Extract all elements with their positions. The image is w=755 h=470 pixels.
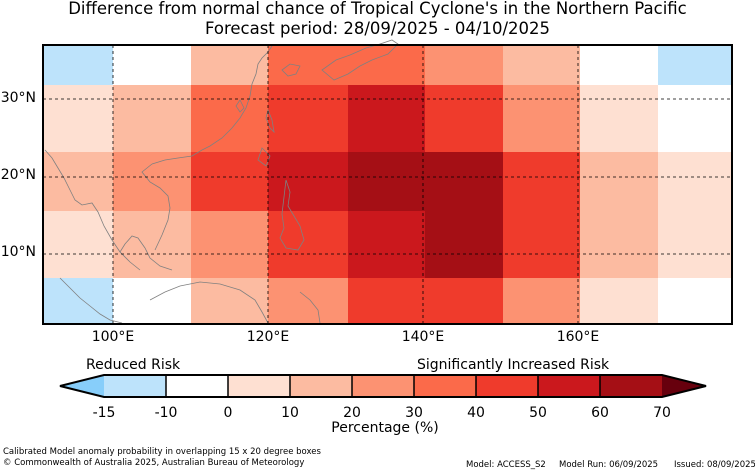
colorbar-outline [59,374,707,398]
map-cell [658,278,732,324]
lon-label-100e: 100°E [91,329,135,345]
colorbar-tick-label: 60 [591,405,609,421]
lon-label-120e: 120°E [246,329,290,345]
colorbar-tick-label: 70 [653,405,671,421]
lon-label-160e: 160°E [556,329,600,345]
coastline-borneo [149,281,269,324]
map-cell [580,45,658,85]
map-cell [503,211,580,278]
lat-label-10n: 10°N [0,244,36,260]
map-cell [503,45,580,85]
map-cell [503,152,580,211]
map-cell [658,85,732,152]
colorbar-tick-label: -15 [92,405,116,421]
colorbar-bin [104,375,166,397]
colorbar-tick-label: 30 [405,405,423,421]
map-cell [658,45,732,85]
map-cell [425,45,503,85]
lon-label-140e: 140°E [401,329,445,345]
map-cell [113,85,191,152]
coastline-island-a [235,99,245,113]
map-cell [43,85,113,152]
coastline [44,39,399,324]
reduced-risk-label: Reduced Risk [86,357,181,373]
lat-label-20n: 20°N [0,167,36,183]
map-cell [268,85,348,152]
colorbar-tick-label: 10 [281,405,299,421]
footer-copyright: © Commonwealth of Australia 2025, Austra… [3,458,305,468]
colorbar-tick-label: 20 [343,405,361,421]
map-cell [191,278,268,324]
footer-issued: Issued: 08/09/2025 [674,460,755,470]
map-cell [43,45,113,85]
map-cell [191,152,268,211]
coastline-philippines [279,179,305,251]
colorbar-tick-label: 0 [223,405,233,421]
footer-caption: Calibrated Model anomaly probability in … [3,447,321,457]
map-cell [580,211,658,278]
footer-model-run: Model Run: 06/09/2025 [559,460,659,470]
colorbar-bin [352,375,414,397]
colorbar-bin [290,375,352,397]
coastline-korea [281,63,301,77]
map-cell [268,278,348,324]
map-cell [268,211,348,278]
colorbar-tick-label: 40 [467,405,485,421]
colorbar-tick-label: 50 [529,405,547,421]
increased-risk-label: Significantly Increased Risk [417,357,610,373]
coastline-gulf-of-thailand [119,235,173,271]
map-cell [348,85,425,152]
coastline-indochina [44,149,141,271]
map-cell [113,211,191,278]
title-line-1: Difference from normal chance of Tropica… [68,0,687,18]
footer-model: Model: ACCESS_S2 [466,460,546,470]
coastline-east-china [251,45,273,85]
map-cell [191,211,268,278]
map-cell [43,278,113,324]
map-cell [425,278,503,324]
map-cell [425,211,503,278]
colorbar-bin [600,375,662,397]
map-cell [113,152,191,211]
colorbar-bin [414,375,476,397]
map-cell [425,85,503,152]
map-cell [43,211,113,278]
colorbar-bin [228,375,290,397]
colorbar-axis-label: Percentage (%) [331,420,439,436]
coastline-south-china [151,83,253,165]
map-cell [348,211,425,278]
map-cell [658,152,732,211]
map-cell [191,85,268,152]
map-cell [268,152,348,211]
map-cell [348,152,425,211]
coastline-sulawesi [299,291,321,324]
colorbar-bin [538,375,600,397]
map-cell [580,152,658,211]
map-cell [348,45,425,85]
map-frame [42,44,733,325]
colorbar-over-arrow [662,375,706,397]
map-cell [580,278,658,324]
map-cell [113,45,191,85]
map-cell [503,85,580,152]
lat-label-30n: 30°N [0,90,36,106]
map-cell [268,45,348,85]
colorbar-bin [166,375,228,397]
map-cell [348,278,425,324]
colorbar-tick-label: -10 [154,405,178,421]
coastline-sumatra [59,277,123,324]
coastline-hainan [257,147,271,167]
coastline-taiwan [265,108,275,134]
map-cell [113,278,191,324]
map-cell [425,152,503,211]
map-cell [658,211,732,278]
map-cell [503,278,580,324]
colorbar-bin [476,375,538,397]
title-line-2: Forecast period: 28/09/2025 - 04/10/2025 [204,19,551,38]
map-cell [580,85,658,152]
colorbar-under-arrow [60,375,104,397]
coastline-vietnam [141,163,171,251]
map-cell [191,45,268,85]
